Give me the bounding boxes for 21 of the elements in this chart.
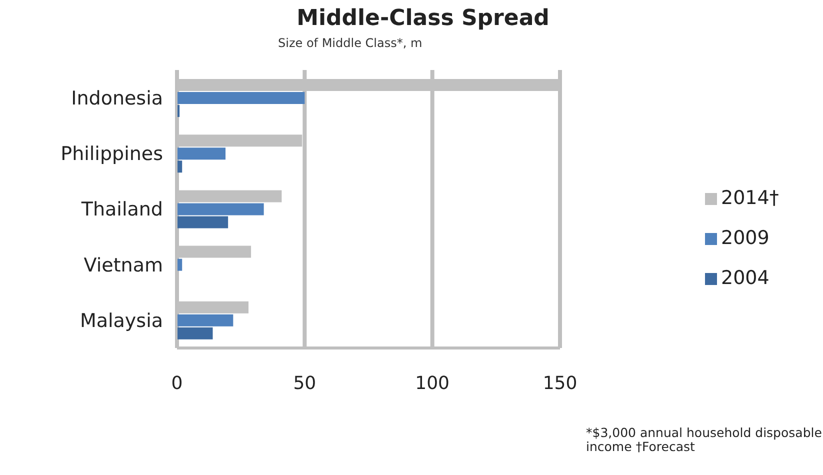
legend-label: 2009 <box>721 227 770 249</box>
y-tick-label: Philippines <box>60 143 163 166</box>
x-tick-label: 0 <box>171 372 183 394</box>
chart-subtitle: Size of Middle Class*, m <box>278 36 422 50</box>
bar <box>177 148 226 160</box>
chart-title: Middle-Class Spread <box>296 6 550 31</box>
y-tick-label: Indonesia <box>71 88 163 110</box>
x-tick-label: 150 <box>542 372 578 394</box>
bar <box>177 216 228 228</box>
bar <box>177 92 305 104</box>
y-tick-label: Malaysia <box>80 310 163 332</box>
bar <box>177 314 234 326</box>
legend-label: 2014† <box>721 187 779 209</box>
y-tick-label: Thailand <box>80 198 163 221</box>
x-tick-label: 100 <box>415 372 450 394</box>
bar <box>177 327 213 340</box>
text: *$3,000 annual household disposable income †Forecast <box>586 425 823 454</box>
legend-label: 2004 <box>721 267 770 289</box>
bar <box>177 203 264 216</box>
x-tick-label: 50 <box>293 372 316 394</box>
y-tick-label: Vietnam <box>84 254 163 276</box>
